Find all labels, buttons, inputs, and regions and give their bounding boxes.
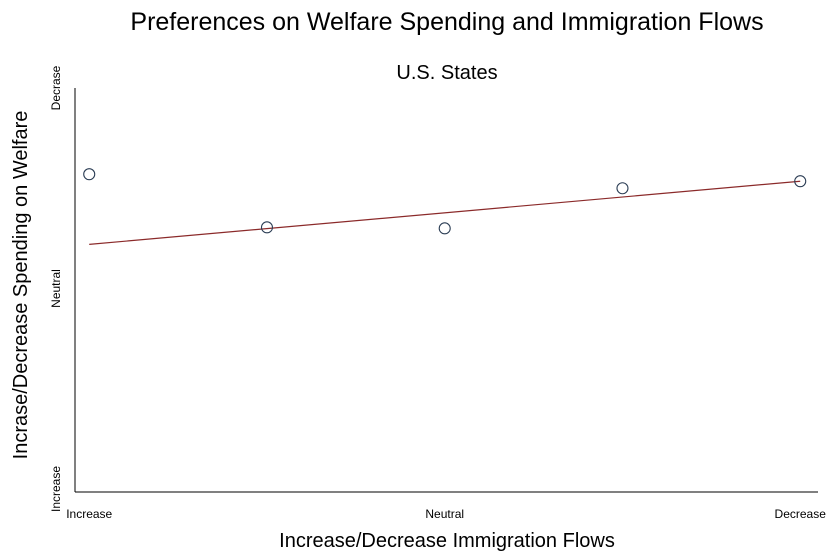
y-tick-labels: Increase Neutral Decrase [49,65,63,512]
data-point [616,182,629,195]
trend-line [89,180,801,245]
data-point [83,168,96,181]
y-tick-label: Increase [49,466,63,512]
chart-title: Preferences on Welfare Spending and Immi… [130,8,763,36]
x-tick-label: Neutral [425,507,464,521]
y-tick-label: Decrase [49,65,63,110]
data-point [260,221,274,234]
y-tick-label: Neutral [49,269,63,308]
y-axis-title: Incrase/Decrease Spending on Welfare [10,111,32,460]
data-points [83,168,807,235]
data-point [794,175,807,188]
x-tick-label: Increase [66,507,112,521]
x-tick-label: Decrease [775,507,827,521]
chart-subtitle: U.S. States [396,62,497,84]
x-axis-title: Increase/Decrease Immigration Flows [279,530,615,552]
trend-line-group [89,180,801,245]
x-tick-labels: Increase Neutral Decrease [66,507,826,521]
data-point [438,222,451,235]
